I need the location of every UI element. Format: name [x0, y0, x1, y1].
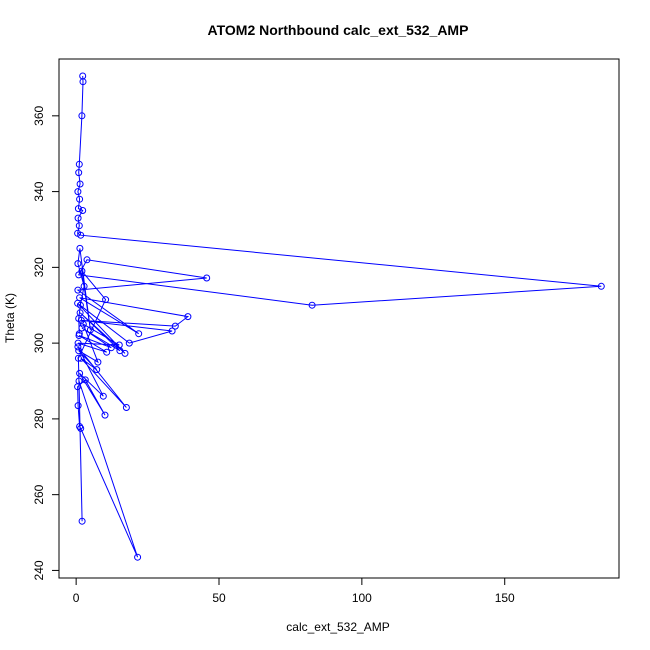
data-point-62: [76, 301, 84, 309]
data-point-3: [75, 160, 83, 168]
data-point-5: [76, 180, 84, 188]
x-tick-label-0: 0: [73, 591, 80, 605]
data-point-23: [171, 322, 179, 330]
data-point-53: [75, 377, 83, 385]
data-point-63: [75, 315, 83, 322]
y-axis-label: Theta (K): [3, 293, 17, 343]
data-point-10: [74, 214, 82, 222]
data-point-51: [77, 424, 85, 432]
data-point-59: [76, 244, 84, 252]
data-point-34: [103, 348, 111, 356]
x-tick-label-2: 100: [352, 591, 372, 605]
data-point-41: [77, 354, 85, 362]
data-point-64: [75, 330, 83, 338]
data-point-7: [76, 195, 84, 203]
data-point-1: [79, 78, 87, 86]
y-tick-label-4: 320: [32, 257, 46, 277]
data-point-9: [79, 207, 87, 214]
data-point-56: [102, 296, 110, 304]
data-point-8: [74, 205, 82, 213]
data-point-37: [79, 320, 87, 328]
x-tick-label-3: 150: [495, 591, 515, 605]
data-point-39: [75, 347, 83, 355]
data-point-42: [122, 404, 130, 411]
chart-title: ATOM2 Northbound calc_ext_532_AMP: [208, 22, 469, 38]
y-tick-label-6: 360: [32, 105, 46, 125]
data-point-14: [597, 282, 605, 290]
x-axis: 0 50 100 150: [73, 578, 515, 605]
data-point-45: [76, 369, 84, 377]
plot-frame: [58, 58, 620, 579]
y-tick-label-5: 340: [32, 181, 46, 201]
data-point-36: [115, 341, 123, 349]
data-point-44: [99, 392, 107, 400]
data-point-2: [78, 112, 86, 120]
y-tick-label-2: 280: [32, 409, 46, 429]
data-point-54: [78, 517, 86, 525]
data-point-20: [135, 330, 143, 338]
data-point-19: [74, 286, 82, 294]
data-point-15: [308, 301, 316, 309]
data-point-55: [74, 354, 82, 362]
data-point-13: [77, 231, 85, 239]
x-tick-label-1: 50: [212, 591, 226, 605]
data-point-58: [86, 326, 94, 334]
data-point-11: [75, 222, 83, 230]
data-point-18: [203, 274, 211, 282]
data-point-49: [74, 402, 82, 410]
data-point-61: [80, 282, 88, 290]
data-point-40: [93, 366, 101, 374]
x-axis-label: calc_ext_532_AMP: [286, 620, 389, 634]
data-point-35: [74, 339, 82, 347]
data-point-4: [75, 169, 83, 177]
data-point-52: [134, 553, 142, 561]
data-point-6: [74, 188, 82, 196]
data-point-17: [83, 256, 91, 264]
y-tick-label-1: 260: [32, 484, 46, 504]
data-point-31: [78, 324, 86, 332]
data-point-38: [94, 358, 102, 366]
data-point-25: [168, 327, 176, 335]
data-point-26: [125, 339, 133, 347]
y-tick-label-3: 300: [32, 333, 46, 353]
data-point-57: [78, 267, 86, 275]
y-axis: 240 260 280 300 320 340 360: [32, 105, 59, 580]
data-point-60: [74, 260, 82, 268]
data-point-43: [74, 343, 82, 351]
data-point-46: [101, 411, 109, 419]
series-layer: [74, 72, 605, 561]
data-point-22: [184, 313, 192, 321]
data-point-32: [107, 344, 115, 352]
y-tick-label-0: 240: [32, 560, 46, 580]
